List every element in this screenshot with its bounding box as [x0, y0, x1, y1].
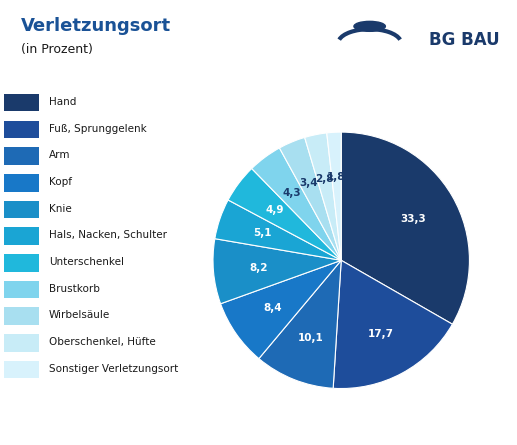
Wedge shape	[259, 260, 341, 388]
Text: (in Prozent): (in Prozent)	[21, 44, 93, 57]
FancyBboxPatch shape	[4, 361, 39, 378]
Wedge shape	[215, 200, 341, 260]
Wedge shape	[305, 133, 341, 260]
Text: BG BAU: BG BAU	[429, 31, 499, 49]
FancyBboxPatch shape	[4, 307, 39, 325]
Text: Arm: Arm	[49, 150, 71, 160]
Text: 17,7: 17,7	[368, 329, 393, 339]
Text: 5,1: 5,1	[253, 228, 271, 239]
Text: Fuß, Sprunggelenk: Fuß, Sprunggelenk	[49, 124, 147, 134]
Text: 1,8: 1,8	[327, 172, 346, 182]
Wedge shape	[327, 132, 341, 260]
Text: 33,3: 33,3	[401, 214, 426, 223]
FancyBboxPatch shape	[4, 254, 39, 271]
Text: 4,3: 4,3	[282, 188, 301, 198]
Text: Verletzungsort: Verletzungsort	[21, 17, 171, 35]
Text: 10,1: 10,1	[297, 333, 323, 343]
FancyBboxPatch shape	[4, 334, 39, 352]
Text: 8,2: 8,2	[249, 263, 267, 273]
Circle shape	[354, 21, 385, 31]
Text: 2,8: 2,8	[315, 174, 334, 184]
Text: 4,9: 4,9	[265, 205, 284, 215]
FancyBboxPatch shape	[4, 227, 39, 245]
Text: 8,4: 8,4	[264, 303, 282, 313]
Text: Kopf: Kopf	[49, 177, 72, 187]
FancyBboxPatch shape	[4, 201, 39, 218]
FancyBboxPatch shape	[4, 174, 39, 191]
Text: Sonstiger Verletzungsort: Sonstiger Verletzungsort	[49, 364, 178, 374]
FancyBboxPatch shape	[4, 147, 39, 165]
Wedge shape	[333, 260, 452, 388]
Text: Oberschenkel, Hüfte: Oberschenkel, Hüfte	[49, 337, 156, 347]
Wedge shape	[213, 239, 341, 304]
Text: Knie: Knie	[49, 204, 72, 214]
Text: Brustkorb: Brustkorb	[49, 284, 100, 294]
FancyBboxPatch shape	[4, 121, 39, 138]
Wedge shape	[252, 148, 341, 260]
Text: Wirbelsäule: Wirbelsäule	[49, 311, 110, 320]
Text: Unterschenkel: Unterschenkel	[49, 257, 124, 267]
FancyBboxPatch shape	[4, 94, 39, 111]
Wedge shape	[228, 169, 341, 260]
Text: Hals, Nacken, Schulter: Hals, Nacken, Schulter	[49, 231, 167, 240]
FancyBboxPatch shape	[4, 281, 39, 298]
Wedge shape	[280, 138, 341, 260]
Text: Hand: Hand	[49, 97, 77, 107]
Text: 3,4: 3,4	[300, 178, 318, 188]
Wedge shape	[221, 260, 341, 359]
Wedge shape	[341, 132, 469, 324]
